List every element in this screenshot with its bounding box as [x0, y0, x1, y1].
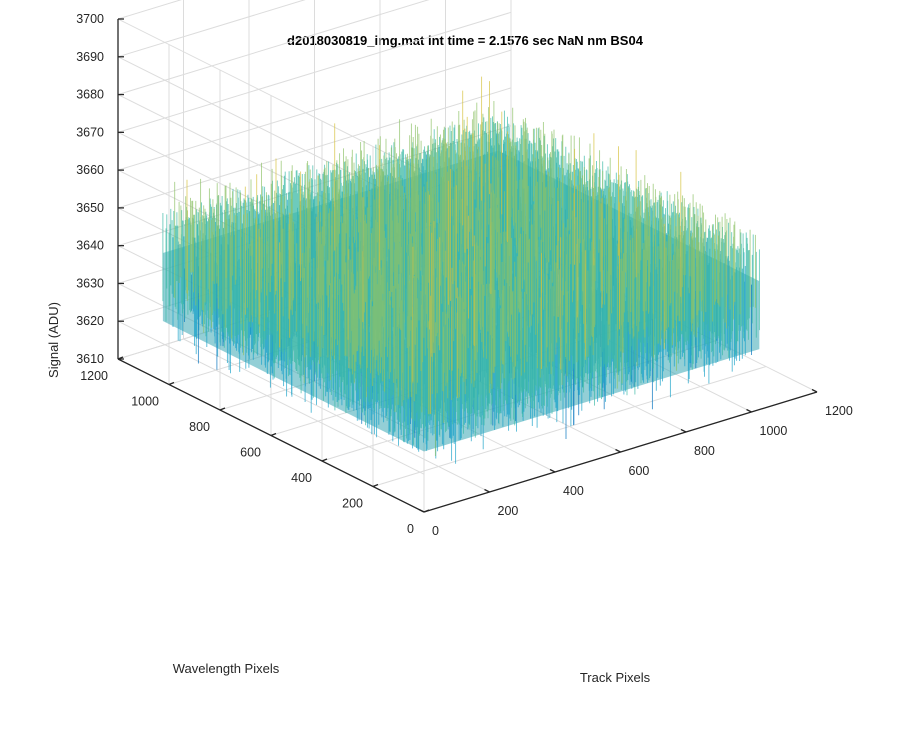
- x-tick-mark: [746, 408, 752, 413]
- x-tick-mark: [811, 388, 818, 393]
- z-tick-label: 3630: [76, 276, 104, 290]
- y-tick-label: 0: [407, 522, 414, 536]
- y-tick-label: 600: [240, 446, 261, 460]
- x-axis-label: Track Pixels: [580, 670, 651, 685]
- tick-labels: 0 200 400 600 800 1000 1200 0 200 400 600 800 1000 12…: [76, 12, 853, 538]
- x-tick-mark: [418, 508, 425, 513]
- x-tick-label: 0: [432, 524, 439, 538]
- y-axis-label: Wavelength Pixels: [173, 661, 280, 676]
- axes: [117, 18, 818, 513]
- chart-title: d2018030819_img.mat int time = 2.1576 se…: [287, 33, 644, 48]
- y-tick-mark: [270, 432, 277, 437]
- y-tick-mark: [372, 483, 379, 488]
- y-tick-label: 400: [291, 471, 312, 485]
- z-tick-label: 3620: [76, 314, 104, 328]
- surface-mesh: [162, 76, 760, 464]
- y-tick-label: 1200: [80, 369, 108, 383]
- y-tick-label: 1000: [131, 395, 159, 409]
- grid-line-y: [372, 366, 767, 487]
- x-tick-label: 1000: [760, 424, 788, 438]
- z-tick-label: 3700: [76, 12, 104, 26]
- z-axis-label: Signal (ADU): [46, 302, 61, 378]
- z-tick-label: 3650: [76, 201, 104, 215]
- y-tick-mark: [423, 509, 430, 513]
- x-tick-label: 800: [694, 444, 715, 458]
- x-tick-mark: [680, 428, 687, 433]
- x-tick-mark: [484, 488, 490, 493]
- z-tick-label: 3670: [76, 125, 104, 139]
- y-tick-mark: [321, 458, 328, 462]
- z-tick-label: 3690: [76, 50, 104, 64]
- y-tick-label: 800: [189, 420, 210, 434]
- x-tick-mark: [549, 468, 556, 473]
- y-tick-label: 200: [342, 497, 363, 511]
- x-tick-label: 1200: [825, 404, 853, 418]
- y-tick-mark: [168, 381, 175, 386]
- z-tick-label: 3640: [76, 239, 104, 253]
- surface-strokes: [186, 76, 682, 414]
- x-tick-label: 600: [629, 464, 650, 478]
- x-tick-label: 400: [563, 484, 584, 498]
- z-tick-label: 3660: [76, 163, 104, 177]
- x-tick-label: 200: [498, 504, 519, 518]
- z-tick-label: 3680: [76, 88, 104, 102]
- z-tick-label: 3610: [76, 352, 104, 366]
- x-tick-mark: [615, 448, 621, 453]
- y-tick-mark: [219, 407, 226, 411]
